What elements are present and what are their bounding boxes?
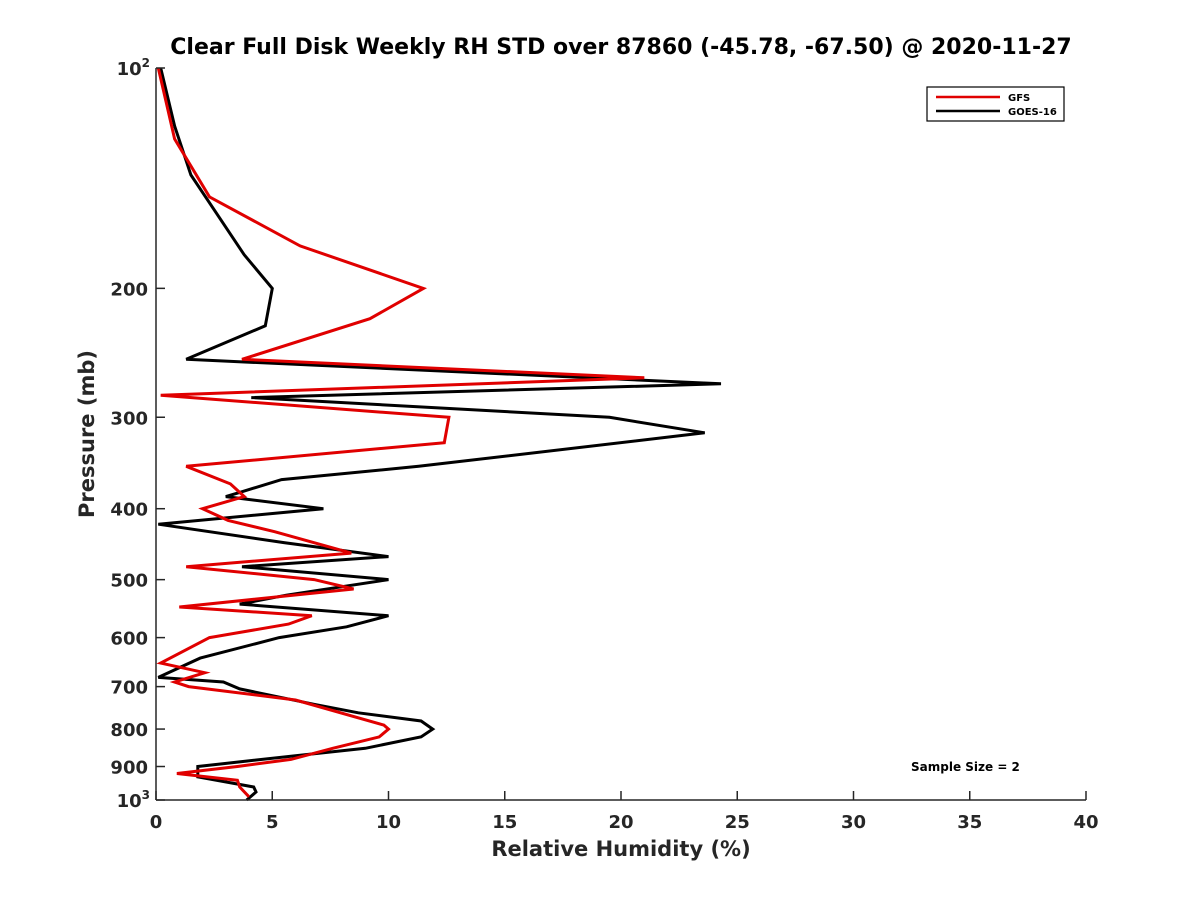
y-tick-label: 102 bbox=[117, 56, 150, 80]
chart-title: Clear Full Disk Weekly RH STD over 87860… bbox=[170, 35, 1071, 60]
sample-size-annotation: Sample Size = 2 bbox=[911, 760, 1020, 774]
x-tick-label: 25 bbox=[725, 812, 750, 833]
legend: GFS GOES-16 bbox=[926, 86, 1065, 122]
x-tick-label: 5 bbox=[266, 812, 279, 833]
x-tick-label: 35 bbox=[957, 812, 982, 833]
y-tick-label: 600 bbox=[110, 629, 148, 650]
x-tick-label: 15 bbox=[492, 812, 517, 833]
y-tick-label: 200 bbox=[110, 279, 148, 300]
plot-lines bbox=[156, 67, 722, 802]
legend-box bbox=[926, 86, 1065, 122]
y-axis-label: Pressure (mb) bbox=[75, 350, 99, 518]
x-ticks: 0 5 10 15 20 25 30 35 40 bbox=[150, 791, 1099, 833]
series-line-gfs bbox=[156, 67, 645, 798]
y-tick-label: 800 bbox=[110, 720, 148, 741]
x-tick-label: 30 bbox=[841, 812, 866, 833]
series-line-goes16 bbox=[157, 67, 722, 802]
x-tick-label: 0 bbox=[150, 812, 163, 833]
y-tick-label: 103 bbox=[117, 788, 150, 812]
legend-label-gfs: GFS bbox=[1008, 93, 1030, 104]
y-tick-label: 400 bbox=[110, 500, 148, 521]
legend-label-goes16: GOES-16 bbox=[1008, 107, 1057, 118]
x-tick-label: 40 bbox=[1073, 812, 1098, 833]
y-tick-label: 700 bbox=[110, 678, 148, 699]
y-tick-label: 300 bbox=[110, 408, 148, 429]
x-axis-label: Relative Humidity (%) bbox=[491, 837, 750, 861]
x-tick-label: 10 bbox=[376, 812, 401, 833]
y-tick-label: 500 bbox=[110, 571, 148, 592]
y-ticks: 102 200 300 400 500 600 700 800 900 103 bbox=[110, 56, 165, 812]
y-tick-label: 900 bbox=[110, 758, 148, 779]
x-tick-label: 20 bbox=[608, 812, 633, 833]
